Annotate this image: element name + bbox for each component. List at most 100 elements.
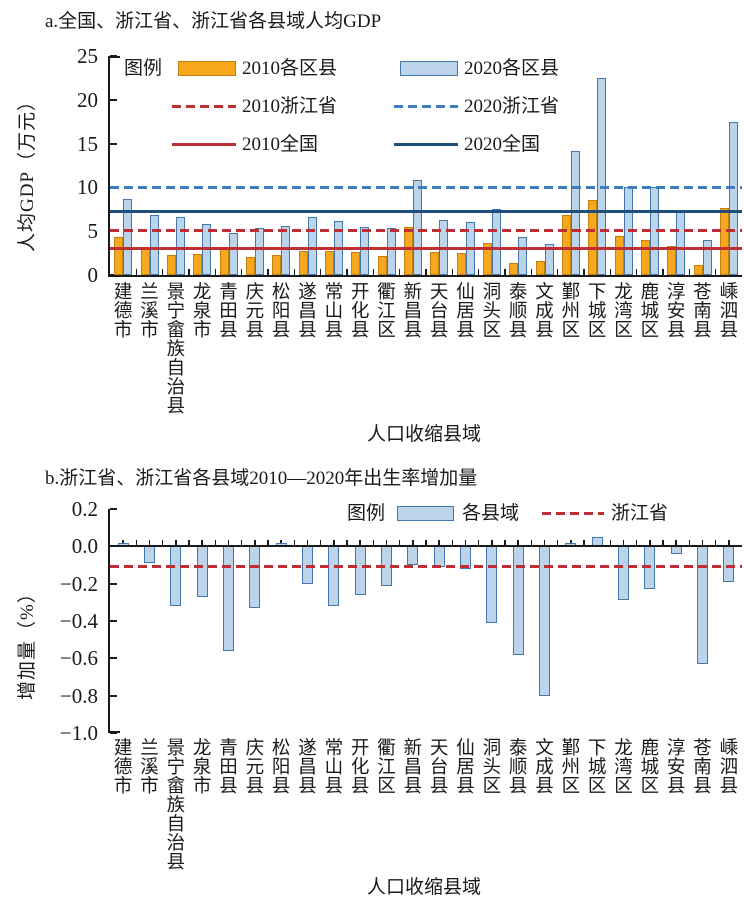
bar-2010各区县-建德市	[114, 237, 124, 275]
legend-swatch-2020各区县	[400, 61, 458, 76]
category-label-建德市: 建德市	[113, 739, 133, 797]
x-tick	[346, 540, 348, 547]
bar-2020各区县-苍南县	[702, 239, 712, 275]
bar-2020各区县-庆元县	[254, 227, 264, 275]
x-tick	[372, 269, 375, 275]
category-label-常山县: 常山县	[324, 283, 344, 341]
category-label-仙居县: 仙居县	[456, 739, 475, 797]
x-tick	[728, 540, 730, 547]
x-tick	[240, 540, 243, 547]
legend-label-2020全国: 2020全国	[464, 134, 541, 155]
x-tick	[412, 540, 414, 547]
category-label-龙泉市: 龙泉市	[192, 283, 212, 341]
chart-b-y-axis-label: 增加量（%）	[17, 583, 38, 700]
category-label-洞头区: 洞头区	[482, 283, 502, 341]
y-tick-label: −0.2	[59, 571, 98, 596]
bar-2020各区县-开化县	[360, 226, 370, 275]
legend-swatch-2020全国	[394, 143, 458, 146]
category-label-鹿城区: 鹿城区	[640, 283, 660, 341]
x-tick	[438, 540, 440, 547]
x-tick	[135, 540, 138, 547]
x-tick	[425, 540, 427, 547]
legend-label-浙江省: 浙江省	[611, 503, 669, 524]
x-tick	[635, 540, 638, 547]
bar-2010各区县-景宁畲族自治县	[166, 254, 176, 275]
ref-line-2010浙江省	[110, 228, 742, 232]
x-tick	[504, 540, 506, 547]
x-tick	[464, 540, 467, 547]
x-tick	[609, 540, 612, 547]
category-label-文成县: 文成县	[535, 283, 554, 341]
x-tick	[240, 269, 243, 275]
category-label-嵊泗县: 嵊泗县	[719, 739, 739, 797]
x-tick	[214, 540, 217, 547]
bar-2010各区县-新昌县	[403, 226, 413, 275]
category-label-景宁畲族自治县: 景宁畲族自治县	[166, 739, 186, 873]
x-tick	[662, 269, 664, 275]
y-tick-label: 15	[77, 131, 98, 156]
bar-各县域-青田县	[223, 546, 234, 651]
category-label-龙湾区: 龙湾区	[614, 739, 633, 797]
category-label-青田县: 青田县	[219, 739, 238, 797]
chart-a-plot-area: 25 20 15 10 5 0 建德市 兰溪市 景宁畲族自治县 龙泉市 青田县 庆元县 松阳县 遂昌县 常山…	[77, 44, 742, 417]
bar-2020各区县-淳安县	[676, 211, 686, 275]
bar-2010各区县-龙湾区	[614, 235, 624, 275]
ref-line-浙江省	[110, 565, 742, 569]
bar-2010各区县-庆元县	[245, 257, 255, 275]
category-label-天台县: 天台县	[429, 739, 449, 797]
bar-2020各区县-遂昌县	[307, 217, 317, 275]
x-tick	[398, 540, 401, 547]
x-tick	[609, 269, 612, 275]
bar-各县域-洞头区	[486, 546, 498, 623]
y-tick	[110, 274, 117, 276]
x-tick	[662, 540, 664, 547]
bar-2020各区县-新昌县	[412, 179, 422, 275]
y-tick	[110, 732, 117, 734]
category-label-兰溪市: 兰溪市	[140, 739, 159, 797]
category-label-新昌县: 新昌县	[403, 739, 423, 797]
category-label-淳安县: 淳安县	[666, 283, 686, 341]
legend-swatch-各县域	[397, 506, 454, 521]
category-label-开化县: 开化县	[350, 739, 370, 797]
x-tick	[227, 540, 230, 547]
bar-2010各区县-嵊泗县	[719, 208, 729, 275]
chart-b-title: b.浙江省、浙江省各县域2010—2020年出生率增加量	[45, 468, 478, 489]
chart-a-y-axis-label: 人均GDP（万元）	[17, 90, 38, 252]
ref-line-2020全国	[110, 210, 742, 214]
x-tick	[161, 540, 164, 547]
x-tick	[254, 540, 256, 547]
legend-label-2010浙江省: 2010浙江省	[242, 96, 338, 117]
bar-各县域-嵊泗县	[723, 546, 735, 582]
y-tick-label: −1.0	[59, 721, 98, 745]
x-tick	[306, 540, 309, 547]
y-tick-label: −0.6	[59, 646, 98, 671]
x-tick	[175, 540, 177, 547]
x-tick	[675, 540, 677, 547]
x-tick	[517, 540, 519, 547]
category-label-鄞州区: 鄞州区	[561, 739, 581, 797]
x-tick	[622, 540, 625, 547]
category-label-下城区: 下城区	[587, 739, 607, 797]
x-tick	[319, 540, 322, 547]
x-tick	[583, 269, 585, 275]
x-tick	[477, 269, 480, 275]
category-label-新昌县: 新昌县	[403, 283, 423, 341]
x-tick	[451, 269, 454, 275]
y-tick	[110, 98, 117, 101]
x-tick	[398, 269, 401, 275]
bar-2020各区县-兰溪市	[149, 214, 159, 275]
bar-各县域-天台县	[433, 546, 445, 567]
x-tick	[491, 540, 493, 547]
category-label-下城区: 下城区	[587, 283, 607, 341]
category-label-景宁畲族自治县: 景宁畲族自治县	[166, 283, 186, 417]
legend-label-2020浙江省: 2020浙江省	[464, 96, 560, 117]
x-tick	[188, 540, 190, 547]
bar-各县域-开化县	[354, 546, 366, 595]
y-tick	[110, 620, 117, 622]
x-tick	[148, 540, 151, 547]
x-tick	[135, 269, 138, 275]
category-label-苍南县: 苍南县	[693, 739, 712, 797]
x-tick	[214, 269, 217, 275]
x-tick	[333, 540, 335, 547]
bar-2020各区县-文成县	[544, 244, 554, 275]
